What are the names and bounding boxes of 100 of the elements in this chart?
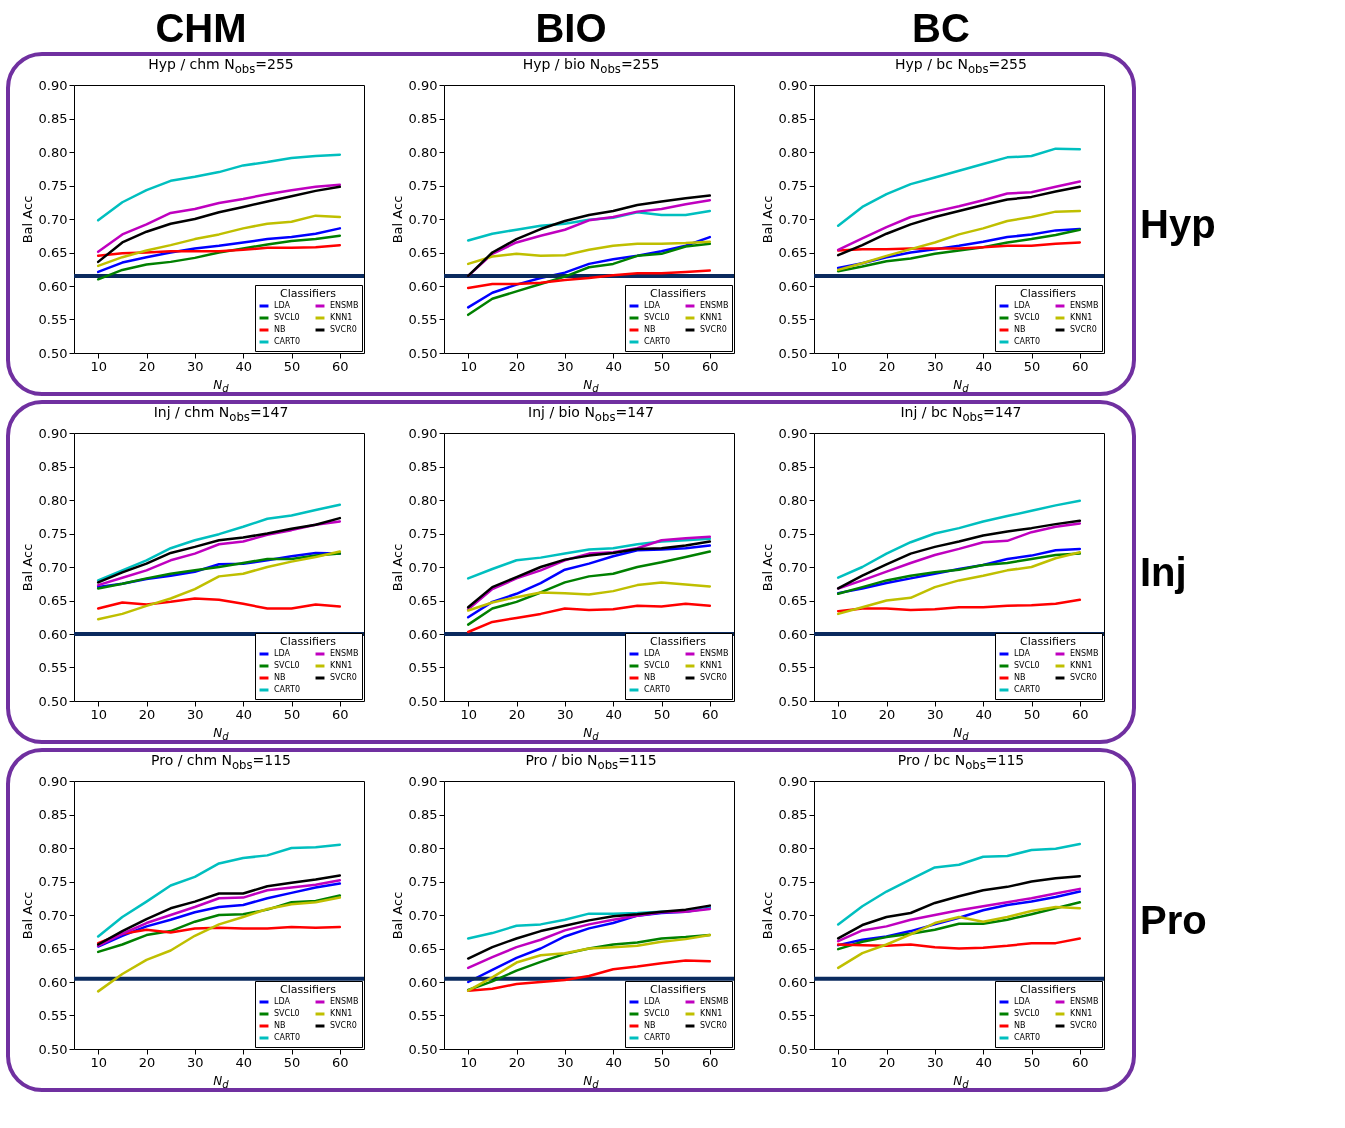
y-tick-label: 0.75 [408,526,438,541]
y-tick-label: 0.70 [778,211,808,227]
legend-title: Classifiers [650,635,707,648]
x-tick-label: 10 [830,358,847,374]
chart-title: Inj / chm N$_{obs}$=147 [152,404,290,424]
x-tick-label: 50 [1023,1054,1041,1070]
y-tick-label: 0.85 [408,111,438,126]
y-tick-label: 0.85 [778,807,808,822]
x-tick-label: 50 [283,1054,301,1070]
legend-label: SVCR0 [330,1021,357,1030]
legend-label: NB [274,673,286,682]
legend-label: SVCL0 [644,1009,670,1018]
legend-label: ENSMB [1070,997,1099,1006]
x-tick-label: 30 [557,358,574,374]
y-tick-label: 0.90 [408,77,438,93]
x-axis-title: N$_{d}$ [212,378,230,395]
x-tick-label: 40 [605,358,622,374]
y-tick-label: 0.65 [38,593,68,608]
y-tick-label: 0.50 [38,345,68,361]
legend-label: SVCR0 [700,325,727,334]
legend-label: ENSMB [330,997,359,1006]
y-tick-label: 0.70 [38,559,68,575]
y-tick-label: 0.55 [778,1008,808,1023]
x-tick-label: 40 [975,1054,992,1070]
legend-label: NB [274,325,286,334]
x-axis-title: N$_{d}$ [212,726,230,743]
y-tick-label: 0.60 [38,278,68,294]
y-axis-title: Bal Acc [19,543,35,592]
x-tick-label: 20 [508,358,526,374]
y-tick-label: 0.75 [38,526,68,541]
x-tick-label: 10 [830,1054,847,1070]
x-tick-label: 20 [508,706,526,722]
x-tick-label: 30 [187,706,204,722]
x-tick-label: 40 [605,706,622,722]
legend-label: CART0 [1014,685,1041,694]
legend-label: KNN1 [330,661,353,670]
legend-title: Classifiers [650,287,707,300]
y-tick-label: 0.90 [408,773,438,789]
x-tick-label: 20 [878,358,896,374]
legend-title: Classifiers [280,983,337,996]
x-tick-label: 50 [653,706,671,722]
y-tick-label: 0.85 [778,459,808,474]
legend-label: NB [1014,1021,1026,1030]
x-axis-title: N$_{d}$ [582,1074,600,1091]
x-tick-label: 30 [187,1054,204,1070]
chart-title: Hyp / chm N$_{obs}$=255 [147,56,295,76]
x-tick-label: 20 [138,706,156,722]
y-tick-label: 0.70 [778,559,808,575]
x-tick-label: 40 [975,358,992,374]
y-tick-label: 0.55 [408,312,438,327]
y-tick-label: 0.55 [408,1008,438,1023]
y-tick-label: 0.70 [38,907,68,923]
y-tick-label: 0.50 [778,693,808,709]
chart-title: Inj / bio N$_{obs}$=147 [527,404,655,424]
y-tick-label: 0.60 [778,626,808,642]
x-tick-label: 20 [878,706,896,722]
x-tick-label: 20 [878,1054,896,1070]
legend-label: SVCL0 [1014,313,1040,322]
legend-label: KNN1 [1070,661,1093,670]
x-tick-label: 30 [927,358,944,374]
legend-label: ENSMB [700,997,729,1006]
legend-label: NB [644,325,656,334]
legend-label: LDA [274,301,291,310]
legend-label: CART0 [1014,337,1041,346]
legend-label: KNN1 [1070,313,1093,322]
y-tick-label: 0.65 [778,593,808,608]
legend-label: SVCR0 [330,673,357,682]
legend-label: CART0 [644,1033,671,1042]
legend-label: SVCR0 [700,1021,727,1030]
text: BC [911,6,971,52]
legend-title: Classifiers [1020,983,1077,996]
x-tick-label: 10 [460,1054,477,1070]
y-tick-label: 0.90 [778,77,808,93]
x-tick-label: 60 [702,1054,719,1070]
x-tick-label: 50 [283,706,301,722]
chart-title: Pro / bio N$_{obs}$=115 [524,752,658,772]
y-tick-label: 0.90 [778,425,808,441]
x-tick-label: 40 [605,1054,622,1070]
legend-label: NB [644,1021,656,1030]
y-tick-label: 0.60 [778,278,808,294]
legend-label: SVCL0 [1014,661,1040,670]
y-axis-title: Bal Acc [759,195,775,244]
x-tick-label: 20 [138,358,156,374]
legend-label: ENSMB [700,301,729,310]
x-tick-label: 60 [332,1054,349,1070]
x-tick-label: 40 [235,1054,252,1070]
legend-title: Classifiers [650,983,707,996]
legend-label: SVCL0 [274,661,300,670]
legend-label: SVCL0 [274,1009,300,1018]
legend-label: ENSMB [700,649,729,658]
y-tick-label: 0.75 [408,178,438,193]
y-tick-label: 0.50 [408,345,438,361]
y-tick-label: 0.75 [778,874,808,889]
legend-label: CART0 [274,337,301,346]
y-tick-label: 0.85 [38,459,68,474]
legend-title: Classifiers [1020,287,1077,300]
x-axis-title: N$_{d}$ [952,726,970,743]
y-axis-title: Bal Acc [19,891,35,940]
y-tick-label: 0.55 [408,660,438,675]
x-tick-label: 30 [557,706,574,722]
